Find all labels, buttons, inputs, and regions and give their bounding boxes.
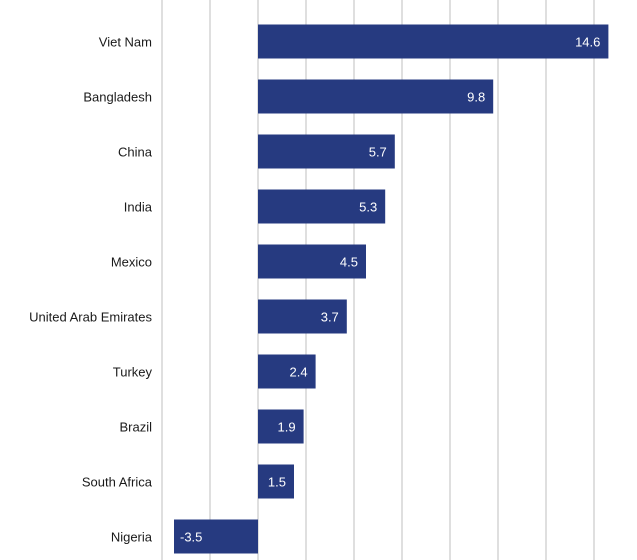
bar xyxy=(258,134,395,169)
category-label: Nigeria xyxy=(111,530,153,545)
value-label: 2.4 xyxy=(290,365,308,380)
category-label: South Africa xyxy=(82,475,153,490)
value-label: -3.5 xyxy=(180,530,202,545)
category-label: Mexico xyxy=(111,255,152,270)
category-label: Viet Nam xyxy=(99,35,152,50)
value-label: 4.5 xyxy=(340,255,358,270)
bar xyxy=(174,519,258,554)
bar xyxy=(258,299,347,334)
category-label: Brazil xyxy=(119,420,152,435)
category-label: United Arab Emirates xyxy=(29,310,152,325)
bar xyxy=(258,244,366,279)
value-label: 1.5 xyxy=(268,475,286,490)
value-label: 5.3 xyxy=(359,200,377,215)
bars xyxy=(174,24,609,554)
bar xyxy=(258,464,294,499)
bar xyxy=(258,24,609,59)
category-labels: Viet Nam Bangladesh China India Mexico United… xyxy=(29,35,153,545)
category-label: China xyxy=(118,145,153,160)
bar xyxy=(258,354,316,389)
value-label: 9.8 xyxy=(467,90,485,105)
bar xyxy=(258,79,494,114)
value-labels: 14.6 9.8 5.7 5.3 4.5 3.7 2.4 1.9 1.5 -3.5 xyxy=(180,35,600,545)
category-label: India xyxy=(124,200,153,215)
category-label: Bangladesh xyxy=(83,90,152,105)
value-label: 3.7 xyxy=(321,310,339,325)
value-label: 14.6 xyxy=(575,35,600,50)
value-label: 5.7 xyxy=(369,145,387,160)
bar xyxy=(258,409,304,444)
bar xyxy=(258,189,386,224)
category-label: Turkey xyxy=(113,365,153,380)
value-label: 1.9 xyxy=(278,420,296,435)
